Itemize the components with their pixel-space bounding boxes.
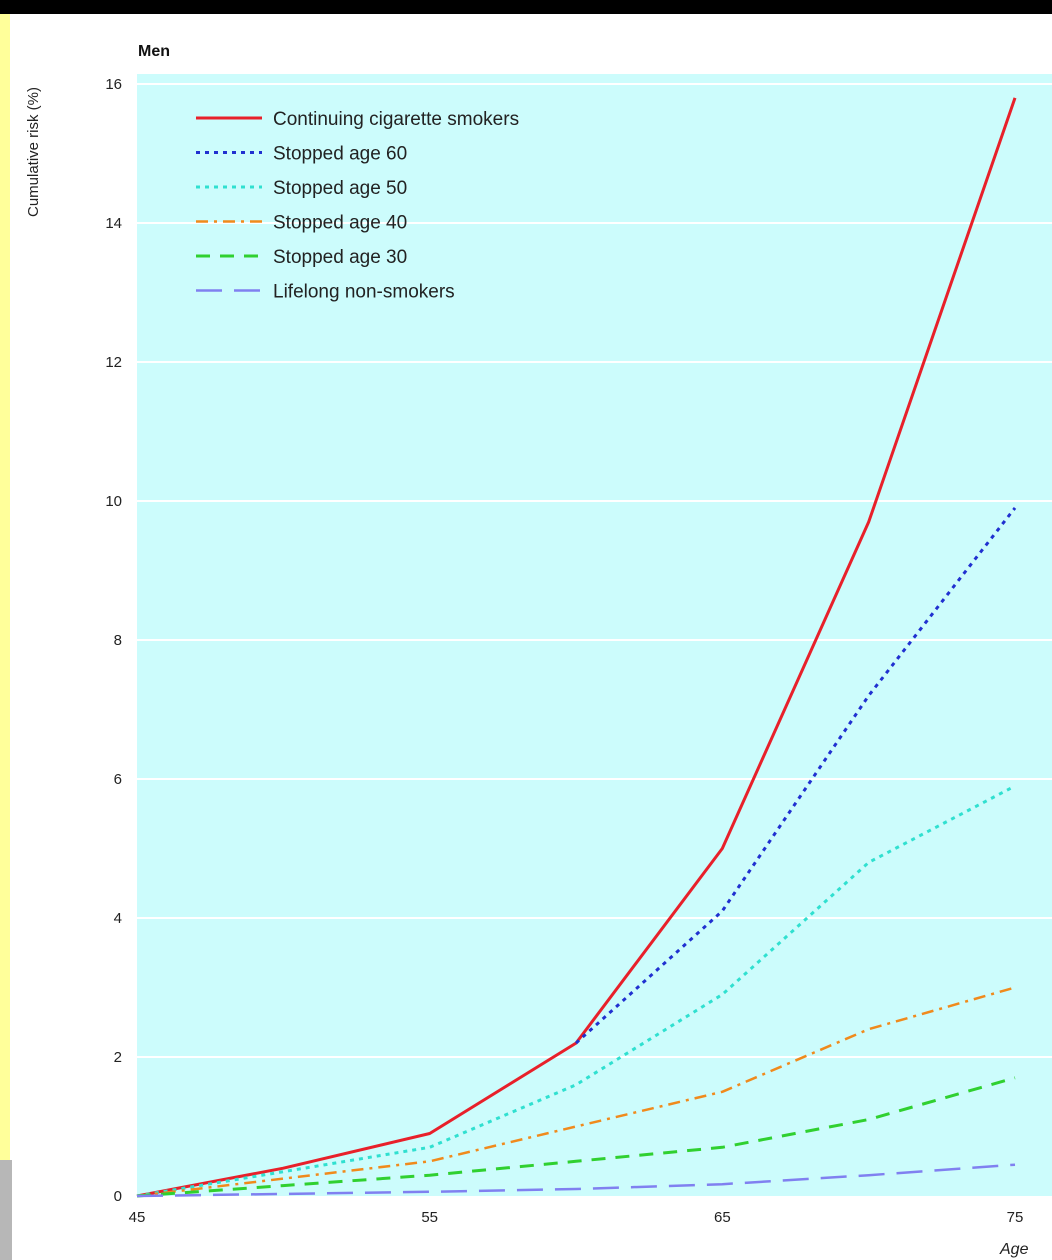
y-tick-label: 4 bbox=[114, 910, 122, 927]
x-tick-label: 65 bbox=[714, 1209, 731, 1226]
series-lines bbox=[136, 97, 1017, 1198]
y-tick-label: 0 bbox=[114, 1188, 122, 1205]
legend-label: Stopped age 30 bbox=[273, 247, 407, 268]
y-tick-label: 16 bbox=[105, 76, 122, 93]
y-tick-label: 2 bbox=[114, 1049, 122, 1066]
plot-area bbox=[137, 74, 1052, 1196]
x-tick-label: 45 bbox=[129, 1209, 146, 1226]
y-tick-label: 12 bbox=[105, 354, 122, 371]
corner-block bbox=[0, 1160, 12, 1260]
y-tick-label: 8 bbox=[114, 632, 122, 649]
top-border-bar bbox=[0, 0, 1052, 14]
legend: Continuing cigarette smokers Stopped age … bbox=[196, 109, 519, 303]
y-tick-label: 6 bbox=[114, 771, 122, 788]
y-tick-label: 14 bbox=[105, 215, 122, 232]
series-line-4 bbox=[136, 1076, 1016, 1198]
axis-ticks: 0 2 4 6 8 10 12 14 16 45 55 65 75 bbox=[105, 76, 1023, 1226]
x-axis-label: Age bbox=[999, 1241, 1029, 1258]
legend-label: Stopped age 40 bbox=[273, 213, 407, 234]
series-line-1 bbox=[574, 506, 1017, 1045]
y-tick-label: 10 bbox=[105, 493, 122, 510]
x-tick-label: 55 bbox=[421, 1209, 438, 1226]
legend-label: Lifelong non-smokers bbox=[273, 282, 455, 303]
legend-label: Stopped age 60 bbox=[273, 144, 407, 165]
y-axis-label: Cumulative risk (%) bbox=[25, 87, 42, 217]
chart-title: Men bbox=[138, 43, 170, 60]
series-line-5 bbox=[136, 1163, 1016, 1198]
gridlines bbox=[137, 83, 1052, 1058]
legend-label: Continuing cigarette smokers bbox=[273, 109, 519, 130]
plot-background bbox=[137, 74, 1052, 1196]
legend-label: Stopped age 50 bbox=[273, 178, 407, 199]
x-tick-label: 75 bbox=[1007, 1209, 1024, 1226]
